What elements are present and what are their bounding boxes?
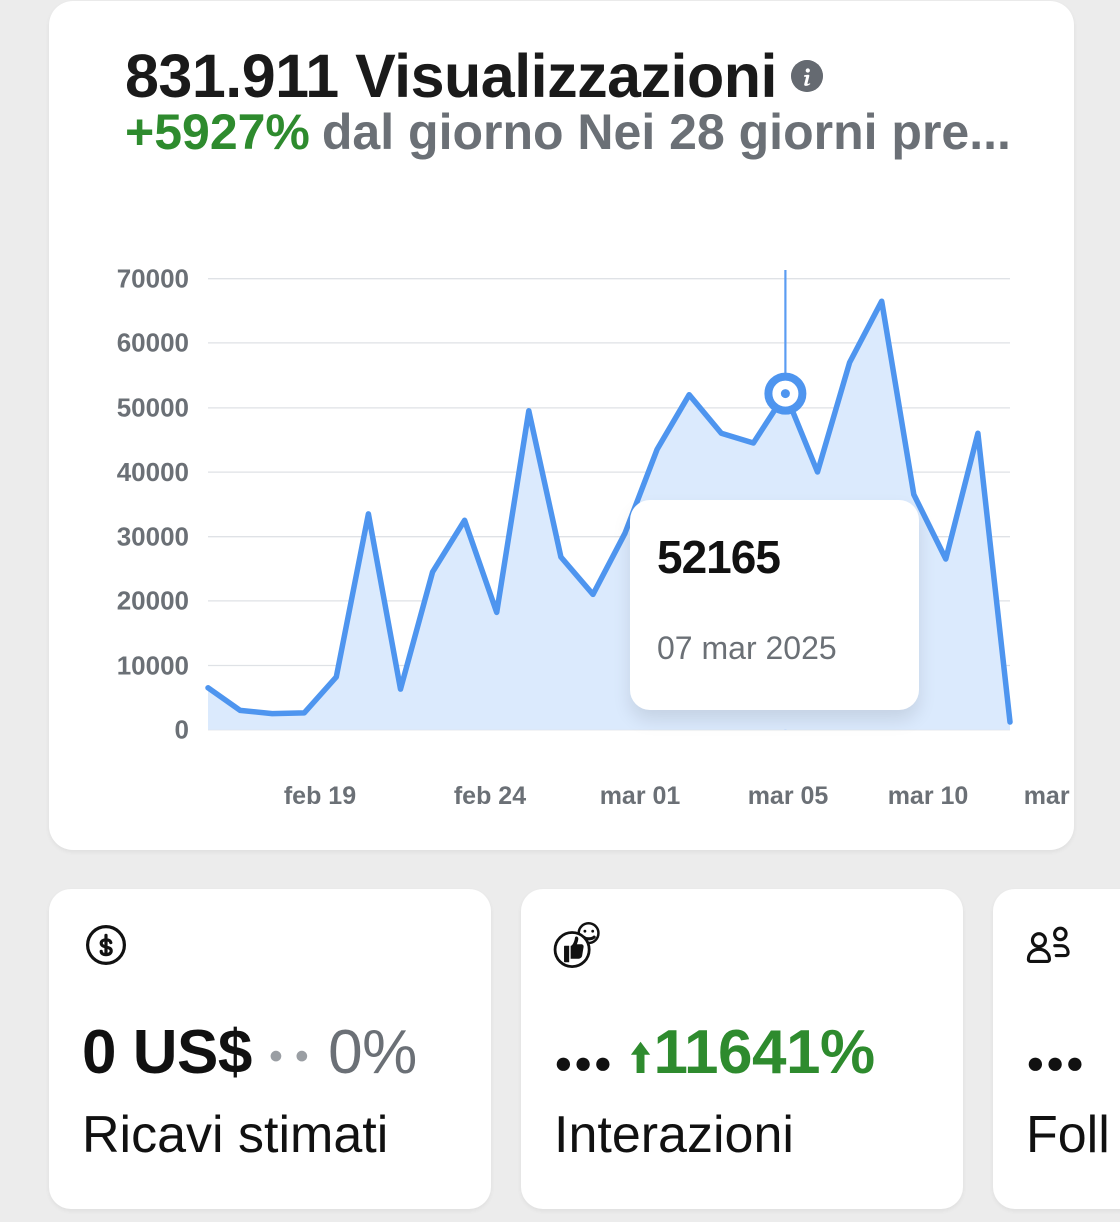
svg-text:mar 15: mar 15 (1024, 782, 1074, 810)
svg-text:mar 05: mar 05 (748, 782, 829, 810)
svg-text:mar 01: mar 01 (600, 782, 681, 810)
svg-text:50000: 50000 (117, 393, 189, 423)
svg-text:0: 0 (175, 715, 189, 745)
svg-text:20000: 20000 (117, 586, 189, 616)
svg-text:70000: 70000 (117, 264, 189, 294)
svg-text:mar 10: mar 10 (888, 782, 969, 810)
svg-text:feb 19: feb 19 (284, 782, 356, 810)
svg-text:10000: 10000 (117, 650, 189, 680)
svg-text:40000: 40000 (117, 457, 189, 487)
svg-text:60000: 60000 (117, 328, 189, 358)
svg-text:30000: 30000 (117, 522, 189, 552)
svg-text:feb 24: feb 24 (454, 782, 526, 810)
